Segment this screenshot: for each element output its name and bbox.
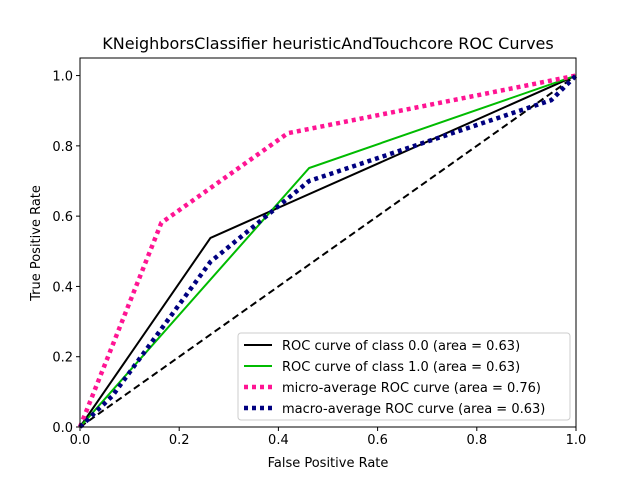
legend-label-3: micro-average ROC curve (area = 0.76) <box>282 381 541 396</box>
y-tick-label: 0.8 <box>52 140 73 155</box>
axes-frame <box>79 57 577 428</box>
series-line-2 <box>79 74 577 428</box>
plot-area: 0.0 0.2 0.4 0.6 0.8 1.0 0.0 0.2 0.4 0.6 0.8 1.0 <box>52 57 587 448</box>
y-axis-label: True Positive Rate <box>29 185 44 302</box>
y-tick-label: 0.6 <box>52 210 73 225</box>
x-tick-label: 1.0 <box>566 433 587 448</box>
x-tick-label: 0.0 <box>70 433 91 448</box>
y-tick-label: 0.4 <box>52 280 73 295</box>
series-line-3 <box>77 73 577 428</box>
series-line-4 <box>78 73 578 429</box>
x-tick-label: 0.2 <box>169 433 190 448</box>
legend-label-2: ROC curve of class 1.0 (area = 0.63) <box>282 360 520 375</box>
series-line-1 <box>79 74 577 428</box>
y-tick-label: 0.2 <box>52 351 73 366</box>
chart-title: KNeighborsClassifier heuristicAndTouchco… <box>102 34 553 53</box>
reference-diagonal-line <box>79 74 577 428</box>
x-axis-label: False Positive Rate <box>268 456 389 471</box>
legend-box <box>237 332 571 421</box>
x-tick-label: 0.4 <box>268 433 289 448</box>
legend: ROC curve of class 0.0 (area = 0.63) ROC … <box>237 332 571 421</box>
x-tick-label: 0.8 <box>466 433 487 448</box>
y-tick-label: 0.0 <box>52 421 73 436</box>
y-tick-label: 1.0 <box>52 70 73 85</box>
x-tick-label: 0.6 <box>367 433 388 448</box>
legend-label-1: ROC curve of class 0.0 (area = 0.63) <box>282 339 520 354</box>
legend-label-4: macro-average ROC curve (area = 0.63) <box>282 402 545 417</box>
